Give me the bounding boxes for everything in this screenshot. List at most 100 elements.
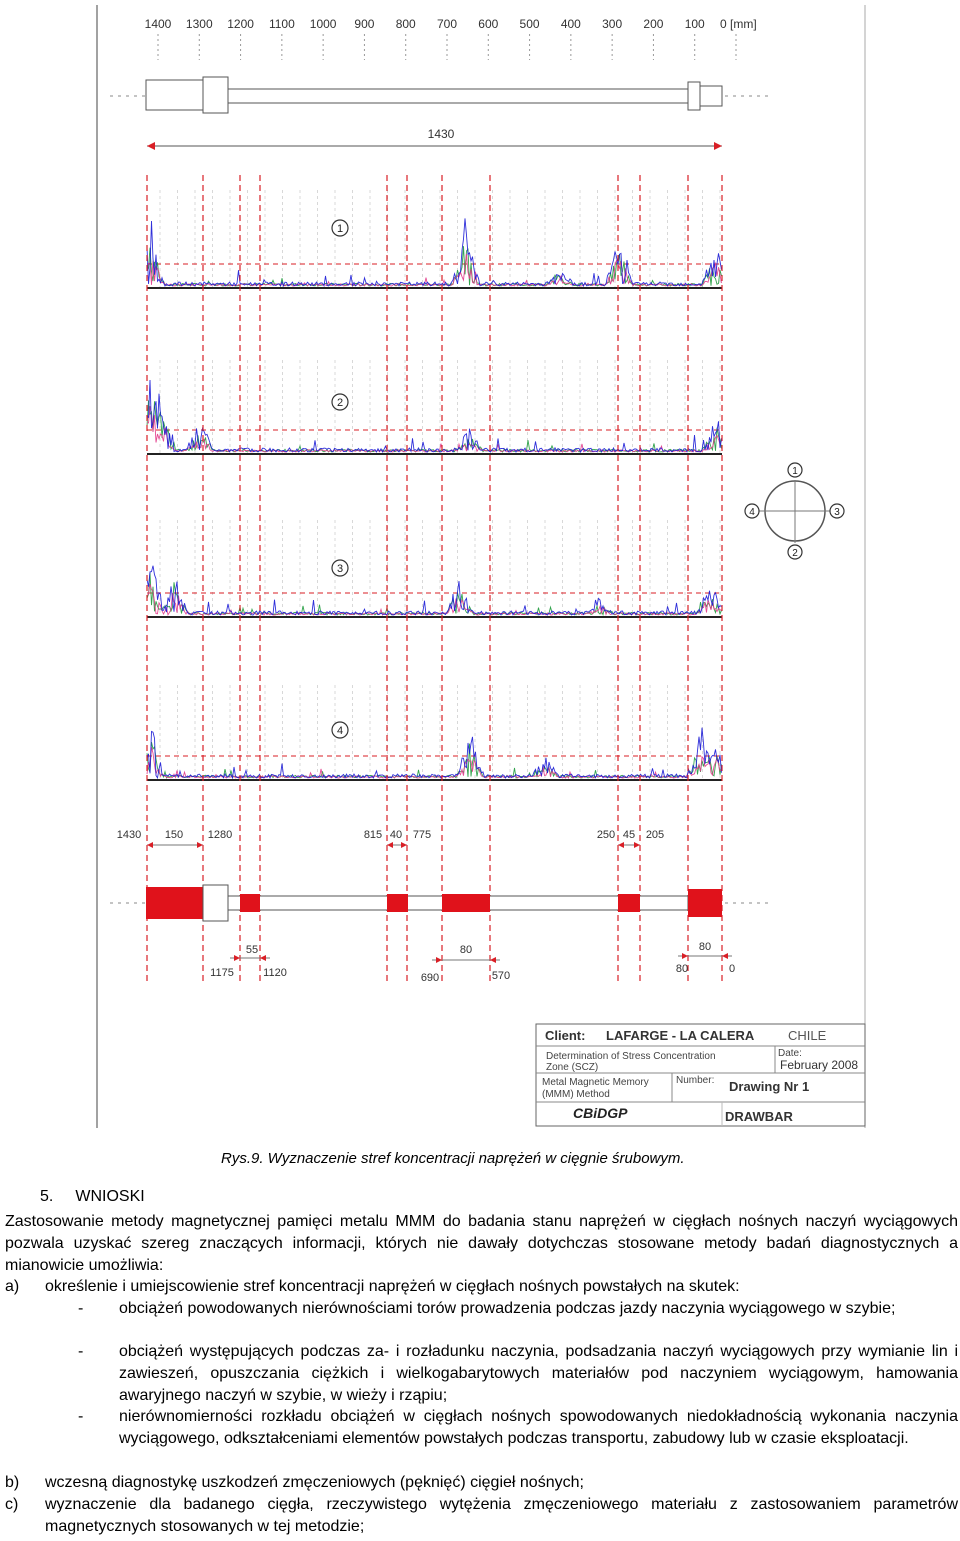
dimension-arrow <box>387 842 393 848</box>
graph-marker-circle <box>331 721 349 739</box>
scale-tick-label: 1100 <box>269 17 295 31</box>
memory-line2: (MMM) Method <box>542 1089 610 1100</box>
cross-marker-label: 3 <box>834 507 840 518</box>
upper-dimension-label: 815 <box>364 829 382 841</box>
signal-trace <box>146 253 722 287</box>
subitem-3-text: nierównomierności rozkładu obciążeń w ci… <box>119 1408 958 1447</box>
item-c-text: wyznaczenie dla badanego cięgła, rzeczyw… <box>45 1496 958 1535</box>
upper-dimension-label: 205 <box>646 829 664 841</box>
scale-tick-label: 1400 <box>145 17 172 31</box>
graph-marker-label: 3 <box>337 563 343 575</box>
scale-tick-label: 700 <box>437 17 457 31</box>
subitem-1-text: obciążeń powodowanych nierównościami tor… <box>119 1300 896 1317</box>
method-line2: Zone (SCZ) <box>546 1062 598 1073</box>
drawing-number: Drawing Nr 1 <box>729 1079 809 1094</box>
item-a-text: określenie i umiejscowienie stref koncen… <box>45 1278 740 1295</box>
client-value: LAFARGE - LA CALERA <box>606 1028 755 1043</box>
graph-panel <box>146 520 722 618</box>
upper-dimension-label: 775 <box>413 829 431 841</box>
dimension-arrow <box>722 953 728 959</box>
scale-tick-label: 1200 <box>227 17 254 31</box>
figure-caption: Rys.9. Wyznaczenie stref koncentracji na… <box>221 1150 685 1167</box>
scale-tick-label: 300 <box>602 17 622 31</box>
technical-drawing: 1400 1300 1200 1100 1000 900 800 700 600 500 400 30… <box>96 5 866 1128</box>
signal-trace <box>146 246 722 288</box>
signal-trace <box>146 747 722 779</box>
cross-marker-circle <box>787 544 803 560</box>
cross-marker-label: 4 <box>749 507 755 518</box>
cross-marker-circle <box>744 503 760 519</box>
graph-marker-circle <box>331 219 349 237</box>
item-b-label: b) <box>5 1474 20 1491</box>
upper-dimensions: 1430 150 1280 815 40 775 250 45 205 <box>117 829 664 848</box>
dimension-arrow <box>682 953 688 959</box>
item-c-label: c) <box>5 1496 19 1513</box>
dimension-arrow <box>401 842 407 848</box>
cross-section-markers: 1 2 3 4 <box>744 462 845 560</box>
graph-marker-label: 1 <box>337 223 343 235</box>
item-b-text: wczesną diagnostykę uszkodzeń zmęczeniow… <box>45 1474 584 1491</box>
subitem-2-dash: - <box>78 1343 84 1360</box>
section-heading: 5. WNIOSKI <box>40 1188 167 1206</box>
scale-tick-label: 800 <box>396 17 416 31</box>
scale-tick-label: 0 [mm] <box>720 17 757 31</box>
graph-marker-label: 2 <box>337 397 343 409</box>
company-logo: CBiDGP <box>573 1105 628 1121</box>
drawbar-outline-top <box>110 76 770 114</box>
lower-dimension-label: 1175 <box>210 967 234 979</box>
dimension-arrow <box>147 842 153 848</box>
subitem-3-dash: - <box>78 1408 84 1425</box>
upper-dimension-label: 40 <box>390 829 402 841</box>
section-paragraph: Zastosowanie metody magnetycznej pamięci… <box>5 1213 958 1274</box>
signal-trace <box>146 400 722 453</box>
drawbar-zones-bottom <box>110 884 770 922</box>
part-name: DRAWBAR <box>725 1109 793 1124</box>
cross-marker-label: 2 <box>792 548 798 559</box>
graph-panel <box>146 360 722 455</box>
memory-line1: Metal Magnetic Memory <box>542 1077 649 1088</box>
title-block: Client: LAFARGE - LA CALERA CHILE Determ… <box>535 1023 866 1127</box>
client-label: Client: <box>545 1028 585 1043</box>
subitem-1-dash: - <box>78 1300 84 1317</box>
lower-dimension-label: 80 <box>460 944 472 956</box>
scale-tick-label: 900 <box>354 17 374 31</box>
lower-dimension-label: 80 <box>676 963 688 975</box>
mmm-graphs <box>146 190 722 781</box>
graph-marker-circle <box>331 393 349 411</box>
top-scale: 1400 1300 1200 1100 1000 900 800 700 600 500 400 30… <box>145 17 757 60</box>
lower-dimension-label: 0 <box>729 963 735 975</box>
date-label: Date: <box>778 1048 802 1059</box>
lower-dimensions: 55 80 80 1175 1120 690 570 80 0 <box>210 941 735 984</box>
scale-tick-label: 200 <box>643 17 663 31</box>
cross-marker-label: 1 <box>792 466 798 477</box>
dimension-arrow <box>260 955 266 961</box>
dimension-arrow <box>490 957 496 963</box>
graph-markers: 1 2 3 4 <box>331 219 349 739</box>
total-length-label: 1430 <box>428 127 455 141</box>
scale-tick-label: 1300 <box>186 17 213 31</box>
signal-trace <box>146 406 722 453</box>
cross-marker-circle <box>787 462 803 478</box>
number-label: Number: <box>676 1075 714 1086</box>
scale-tick-label: 600 <box>478 17 498 31</box>
dimension-arrow <box>634 842 640 848</box>
upper-dimension-label: 1430 <box>117 829 141 841</box>
lower-dimension-label: 80 <box>699 941 711 953</box>
graph-marker-label: 4 <box>337 725 343 737</box>
scale-tick-label: 1000 <box>310 17 337 31</box>
upper-dimension-label: 150 <box>165 829 183 841</box>
subitem-2-text: obciążeń występujących podczas za- i roz… <box>119 1343 958 1404</box>
cross-marker-circle <box>829 503 845 519</box>
dimension-arrow <box>436 957 442 963</box>
signal-trace <box>146 379 722 453</box>
scale-tick-label: 100 <box>685 17 705 31</box>
graph-panel <box>146 190 722 289</box>
country: CHILE <box>788 1028 827 1043</box>
dimension-arrow <box>197 842 203 848</box>
cross-section <box>755 480 835 543</box>
signal-trace <box>146 218 722 288</box>
upper-dimension-label: 1280 <box>208 829 232 841</box>
signal-trace <box>146 727 722 780</box>
item-a-label: a) <box>5 1278 20 1295</box>
dimension-arrow <box>234 955 240 961</box>
